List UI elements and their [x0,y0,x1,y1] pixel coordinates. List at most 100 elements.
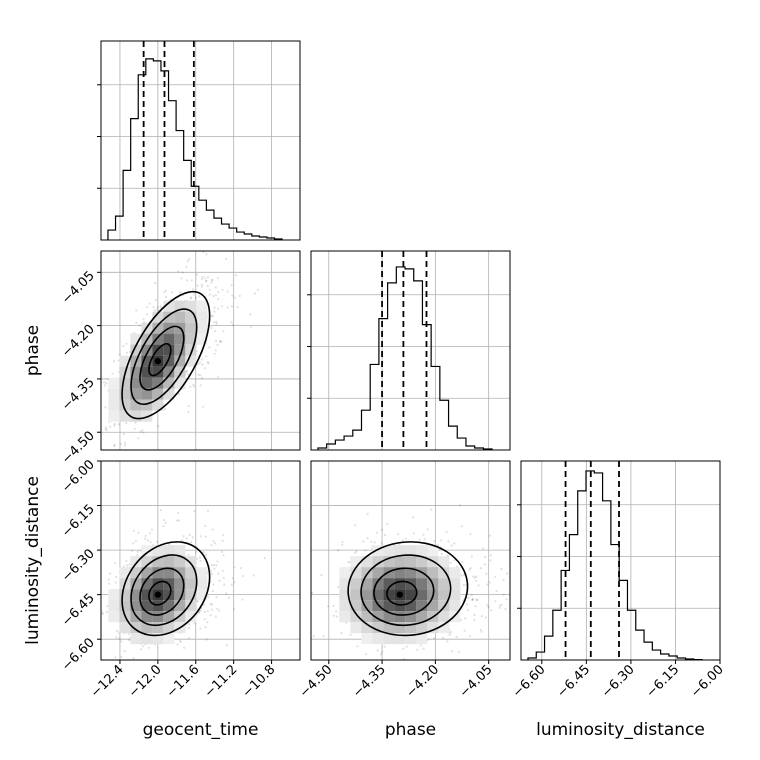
density-cell [130,622,142,634]
sample-point [137,531,140,534]
sample-point [210,544,213,547]
sample-point [212,294,215,298]
pair-phase-luminosity_distance-frame [310,460,511,661]
sample-point [469,567,472,570]
density-cell [152,388,164,400]
sample-point [113,444,116,448]
sample-point [133,427,136,430]
density-cell [163,545,175,557]
sample-point [471,598,474,602]
sample-point [197,611,200,614]
sample-point [476,598,479,602]
sample-point [214,330,217,333]
sample-point [337,586,340,589]
sample-point [463,629,466,632]
density-cell [152,333,164,345]
sample-point [335,610,338,613]
sample-point [468,568,471,571]
sample-point [426,528,429,531]
sample-point [205,553,208,556]
density-cell [416,545,428,557]
density-cell [383,622,395,634]
sample-point [155,298,158,301]
sample-point [218,609,221,612]
density-cell [196,300,208,312]
sample-point [386,522,389,526]
sample-point [203,618,206,621]
density-cell [130,556,142,568]
sample-point [193,622,196,625]
sample-point [154,282,157,285]
sample-point [204,535,207,538]
sample-point [108,582,111,585]
sample-point [364,549,367,552]
density-cell [163,344,175,356]
sample-point [188,258,191,261]
density-cell [372,622,384,634]
density-cell [416,578,428,590]
density-cell [350,622,362,634]
sample-point [220,340,223,343]
y-axis-label-luminosity_distance: luminosity_distance [23,476,43,645]
sample-point [186,279,189,282]
hist-geocent_time-frame [100,40,301,241]
sample-point [486,583,489,586]
sample-point [354,551,357,554]
sample-point [473,613,476,617]
density-cell [163,300,175,312]
sample-point [312,635,315,638]
sample-point [198,295,201,298]
sample-point [150,528,154,531]
density-cell [141,399,153,411]
density-cell [416,589,428,601]
sample-point [380,653,383,656]
sample-point [164,521,167,525]
sample-point [163,291,166,294]
sample-point [156,540,159,543]
sample-point [119,443,123,446]
sample-point [222,554,225,557]
sample-point [213,306,216,309]
density-cell [449,567,461,579]
sample-point [213,542,217,545]
sample-point [242,574,245,578]
hist-phase-frame [310,250,511,451]
sample-point [250,325,253,328]
sample-point [207,276,210,279]
sample-point [133,332,136,335]
sample-point [185,537,188,540]
sample-point [211,279,214,282]
density-cell [438,578,450,590]
sample-point [226,306,229,309]
density-cell [152,567,164,579]
density-cell [350,578,362,590]
sample-point [238,294,241,297]
sample-point [376,531,379,534]
density-cell [141,355,153,367]
scatter-panel-geocent_time-luminosity_distance [100,460,301,661]
density-cell [185,355,197,367]
sample-point [217,290,220,294]
sample-point [203,367,206,370]
sample-point [218,579,221,582]
sample-point [201,363,204,366]
sample-point [327,605,330,608]
density-cell [438,589,450,601]
density-cell [361,556,373,568]
sample-point [120,640,123,643]
sample-point [210,281,213,284]
sample-point [206,621,209,624]
density-cell [394,578,406,590]
sample-point [216,307,220,310]
density-cell [130,388,142,400]
sample-point [402,647,405,650]
sample-point [212,540,215,543]
sample-point [462,583,465,587]
density-cell [163,311,175,323]
sample-point [170,291,173,294]
sample-point [380,528,383,532]
density-cell [383,578,395,590]
density-cell [130,366,142,378]
density-cell [405,545,417,557]
sample-point [199,559,202,563]
